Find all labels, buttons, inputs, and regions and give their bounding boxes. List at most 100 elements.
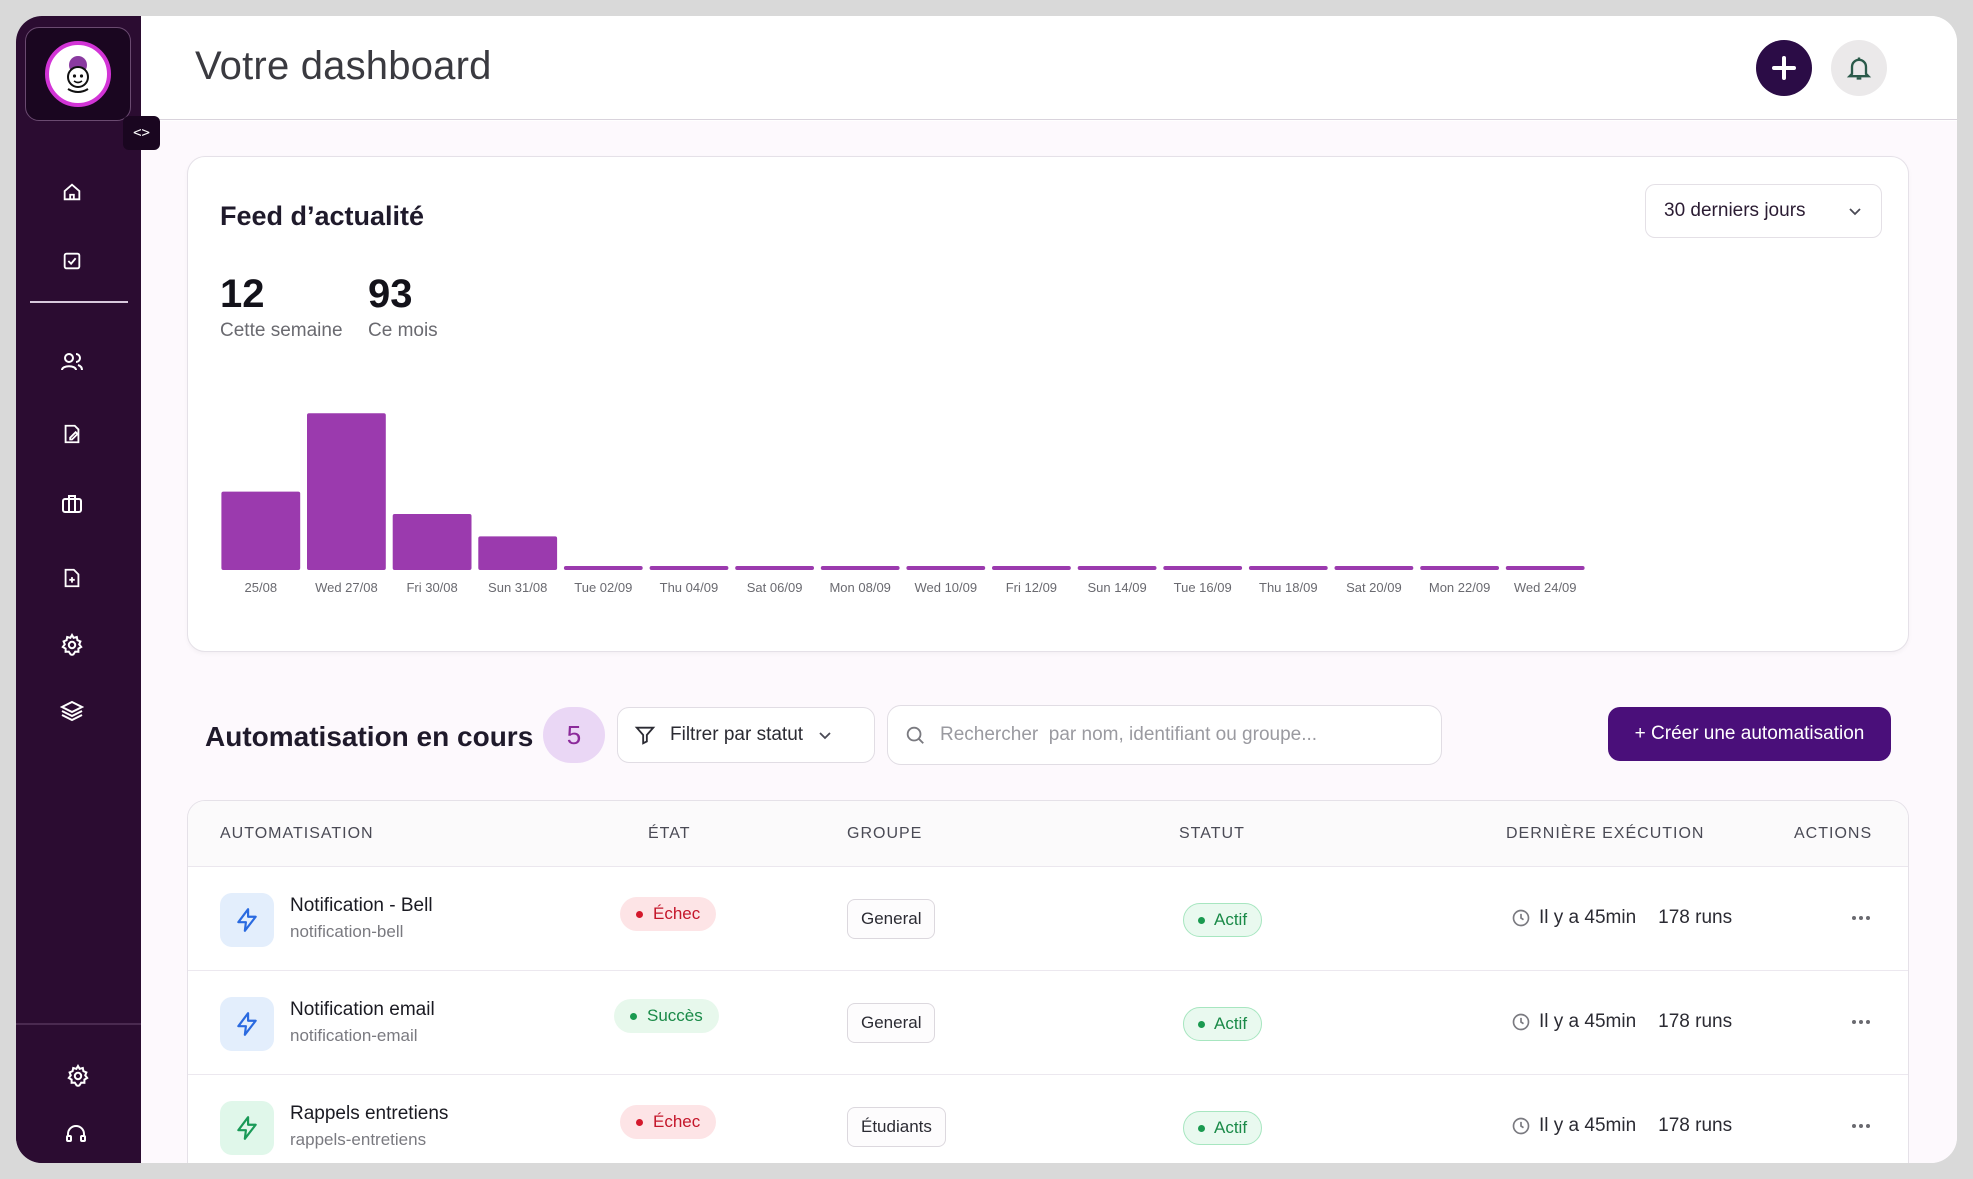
settings-icon[interactable] [62,1060,94,1092]
chart-bar[interactable] [563,566,643,570]
chart-bar[interactable] [1163,566,1243,570]
status-badge-label: Actif [1214,1118,1248,1137]
file-add-icon[interactable] [56,562,88,594]
column-header-state[interactable]: ÉTAT [648,825,691,842]
header: Votre dashboard [141,16,1957,120]
automation-name[interactable]: Notification email [290,999,435,1020]
status-dot [1198,1020,1205,1028]
state-badge-label: Échec [653,1112,701,1131]
chart-bar[interactable] [906,566,986,570]
table-row[interactable]: Rappels entretiens rappels-entretiens Éc… [188,1075,1908,1163]
last-run: Il y a 45min 178 runs [1511,1011,1732,1033]
status-badge: Actif [1183,1007,1263,1041]
group-tag: General [847,1003,936,1043]
avatar-logo-icon [45,41,111,107]
last-run-time: Il y a 45min [1539,1011,1637,1032]
chart-bar[interactable] [820,566,900,570]
automation-name[interactable]: Rappels entretiens [290,1103,449,1124]
stat-week-label: Cette semaine [220,320,343,341]
chart-x-tick-label: Wed 24/09 [1514,580,1577,595]
chart-x-tick-label: Tue 02/09 [574,580,632,595]
ellipsis-icon [1852,916,1870,920]
status-dot [1198,1124,1205,1132]
home-icon[interactable] [56,176,88,208]
group-tag: Étudiants [847,1107,946,1147]
sidebar-divider [30,301,128,303]
chart-x-tick-label: Sun 14/09 [1087,580,1146,595]
period-select-value: 30 derniers jours [1664,200,1806,221]
chart-x-tick-label: Wed 10/09 [914,580,977,595]
column-header-name[interactable]: AUTOMATISATION [220,825,374,842]
state-badge-failure: Échec [620,1105,717,1139]
state-badge-label: Succès [647,1006,703,1025]
notifications-button[interactable] [1831,40,1887,96]
chart-bar[interactable] [735,566,814,570]
column-header-group[interactable]: GROUPE [847,825,923,842]
chart-bar[interactable] [307,413,386,570]
column-header-status[interactable]: STATUT [1179,825,1245,842]
chart-bar[interactable] [478,536,558,570]
chart-bar[interactable] [1248,566,1328,570]
clock-icon [1512,1013,1530,1031]
support-headset-icon[interactable] [60,1117,92,1149]
sidebar-collapse-button[interactable]: <> [123,116,160,150]
feed-title: Feed d’actualité [220,201,425,231]
run-count: 178 runs [1658,1011,1733,1032]
automations-table: AUTOMATISATION ÉTAT GROUPE STATUT DERNIÈ… [187,800,1909,1163]
settings-gear-icon[interactable] [56,629,88,661]
chart-x-tick-label: Sat 20/09 [1346,580,1402,595]
add-button[interactable] [1756,40,1812,96]
chart-x-tick-label: Fri 30/08 [406,580,457,595]
last-run-time: Il y a 45min [1539,907,1637,928]
clock-icon [1512,1117,1530,1135]
sidebar [16,16,141,1163]
sidebar-footer [16,1023,141,1163]
more-actions-button[interactable] [1844,903,1878,933]
chart-bar[interactable] [1334,566,1414,570]
app-window: <> Votre dashboard Feed d’actualité 30 d… [16,16,1957,1163]
chart-bar[interactable] [221,491,301,570]
chart-bar[interactable] [1420,566,1499,570]
main-content: Feed d’actualité 30 derniers jours 12 Ce… [141,121,1957,1163]
stat-month-value: 93 [368,272,413,316]
status-dot [1198,916,1205,924]
create-automation-button[interactable]: + Créer une automatisation [1608,707,1891,761]
briefcase-icon[interactable] [56,488,88,520]
search-box [887,705,1442,765]
plus-icon [1772,56,1796,80]
chart-bar[interactable] [1077,566,1157,570]
ellipsis-icon [1852,1124,1870,1128]
table-row[interactable]: Notification email notification-email Su… [188,971,1908,1075]
feed-card: Feed d’actualité 30 derniers jours 12 Ce… [187,156,1909,652]
document-edit-icon[interactable] [56,418,88,450]
search-input[interactable] [940,724,1420,746]
last-run-time: Il y a 45min [1539,1115,1637,1136]
period-select[interactable]: 30 derniers jours [1645,184,1882,238]
chart-bar[interactable] [992,566,1071,570]
chart-bar[interactable] [649,566,729,570]
logo[interactable] [25,27,131,121]
status-dot [630,1012,637,1020]
state-badge-success: Succès [614,999,719,1033]
stat-week-value: 12 [220,272,265,316]
users-icon[interactable] [56,346,88,378]
more-actions-button[interactable] [1844,1007,1878,1037]
automation-name[interactable]: Notification - Bell [290,895,433,916]
filter-icon [634,726,656,745]
automation-slug: notification-bell [290,922,404,941]
stat-month-label: Ce mois [368,320,438,341]
more-actions-button[interactable] [1844,1111,1878,1141]
status-filter-button[interactable]: Filtrer par statut [617,707,875,763]
table-row[interactable]: Notification - Bell notification-bell Éc… [188,867,1908,971]
table-header: AUTOMATISATION ÉTAT GROUPE STATUT DERNIÈ… [188,801,1908,867]
chart-bar[interactable] [1505,566,1585,570]
automation-slug: rappels-entretiens [290,1130,427,1149]
task-check-icon[interactable] [56,245,88,277]
automation-slug: notification-email [290,1026,418,1045]
column-header-actions: ACTIONS [1794,825,1873,842]
chart-bar[interactable] [392,514,472,570]
column-header-last-run[interactable]: DERNIÈRE EXÉCUTION [1506,825,1705,842]
layers-icon[interactable] [56,695,88,727]
chart-x-tick-label: Tue 16/09 [1174,580,1232,595]
run-count: 178 runs [1658,907,1733,928]
